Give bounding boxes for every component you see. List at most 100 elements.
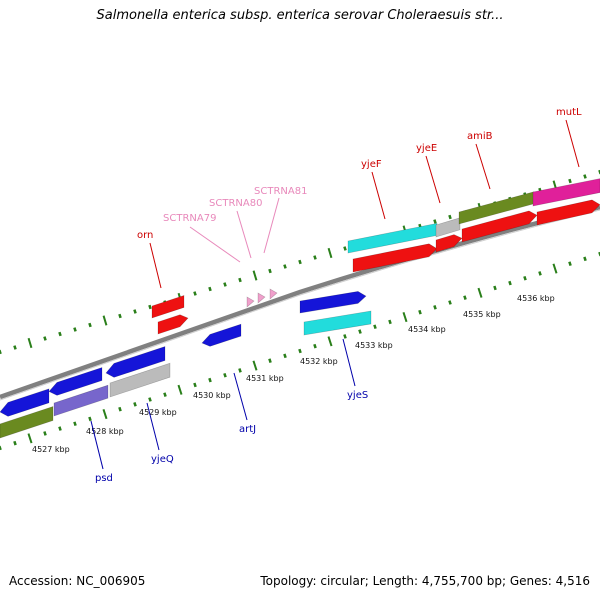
gene-left-purple[interactable] [53,384,109,417]
outer-track-tick [268,268,272,274]
gene-label-amiB[interactable]: amiB [467,131,493,142]
scale-label: 4536 kbp [517,294,555,303]
gene-amiB-arrow[interactable] [461,210,538,243]
outer-track-tick [252,270,258,281]
inner-track-tick [373,324,377,330]
gene-yjeF-arrow[interactable] [352,243,438,273]
outer-track-tick [43,336,47,341]
scale-label: 4530 kbp [193,391,231,400]
gene-yjeE-arrow[interactable] [435,234,463,253]
gene-left-blue-3[interactable] [105,346,166,378]
gene-label-artJ[interactable]: artJ [239,424,256,435]
gene-labels: orn yjeF yjeE amiB mutL SCTRNA79 SCTRNA80SCTRN… [95,107,582,484]
trna-marker[interactable] [257,292,266,304]
gene-orn-top[interactable] [151,295,185,319]
label-leader-line [371,171,386,220]
inner-track-tick [298,348,302,354]
gene-label-yjeF[interactable]: yjeF [361,159,382,170]
inner-track-tick [58,426,62,431]
outer-track-tick [102,315,108,326]
gene-label-yjeQ[interactable]: yjeQ [151,454,174,465]
gene-mutL-bar[interactable] [532,178,600,207]
outer-track-tick [58,331,62,337]
inner-track-tick [448,300,452,305]
inner-track-tick [268,358,272,363]
scale-label: 4532 kbp [300,357,338,366]
gene-artJ-arrow[interactable] [201,323,242,347]
scale-label: 4534 kbp [408,325,446,334]
inner-track-tick [358,329,362,334]
outer-track-tick [433,219,437,224]
inner-track-tick [177,384,183,395]
inner-track-tick [343,334,347,339]
outer-track-tick [118,313,122,319]
outer-track-tick [343,246,347,251]
trna-marker[interactable] [269,288,278,300]
inner-track-tick [508,280,512,286]
label-leader-line [342,338,356,387]
outer-track-tick [448,214,452,220]
genome-summary: Topology: circular; Length: 4,755,700 bp… [260,574,590,588]
inner-track-tick [133,402,137,407]
inner-track-tick [493,285,497,291]
outer-track-tick [238,277,242,283]
inner-track-tick [538,271,542,276]
label-leader-line [146,402,160,451]
gene-left-blue-1[interactable] [0,388,50,417]
gene-yjeS-bar[interactable] [303,310,372,336]
gene-mutL-arrow[interactable] [536,199,600,226]
gene-label-yjeS[interactable]: yjeS [347,390,368,401]
label-leader-line [233,372,248,421]
inner-track-tick [418,309,422,315]
gene-label-yjeE[interactable]: yjeE [416,143,437,154]
inner-track-tick [88,416,92,422]
inner-track-tick [568,261,572,266]
rna-label-SCTRNA81[interactable]: SCTRNA81 [254,186,307,197]
inner-track-tick [433,305,437,310]
outer-track-tick [313,255,317,260]
scale-label: 4535 kbp [463,310,501,319]
rna-label-SCTRNA80[interactable]: SCTRNA80 [209,198,262,209]
gene-yjeE-bar[interactable] [435,217,461,238]
inner-track-tick [477,287,483,298]
outer-track-tick [327,247,333,259]
outer-track-tick [133,309,137,314]
outer-track-tick [88,322,92,328]
rna-label-SCTRNA79[interactable]: SCTRNA79 [163,213,216,224]
gene-label-mutL[interactable]: mutL [556,107,582,118]
gene-left-olive[interactable] [0,406,54,439]
accession-label: Accession: NC_006905 [9,574,146,588]
inner-track-tick [223,372,227,378]
label-leader-line [236,210,252,259]
scale-label: 4529 kbp [139,408,177,417]
inner-track-tick [73,421,77,427]
trna-marker[interactable] [246,296,255,308]
gene-label-psd[interactable]: psd [95,473,113,484]
outer-track-tick [148,304,152,310]
scale-label: 4533 kbp [355,341,393,350]
gene-left-grey[interactable] [109,362,171,398]
inner-track-tick [327,336,333,347]
outer-track-tick [283,264,287,269]
scale-label: 4531 kbp [246,374,284,383]
gene-orn-arrow[interactable] [157,314,189,335]
outer-tick-track [0,169,600,355]
outer-track-tick [568,178,572,184]
inner-track-tick [583,256,587,262]
inner-track-tick [523,275,527,281]
outer-track-tick [193,291,197,296]
label-leader-line [475,143,491,190]
gene-label-orn[interactable]: orn [137,230,153,241]
gene-features [0,178,600,439]
outer-track-tick [73,327,77,332]
label-leader-line [425,155,441,204]
inner-track-tick [313,343,317,349]
gene-left-blue-2[interactable] [48,367,103,396]
inner-track-tick [402,311,408,323]
gene-yjeS-arrow[interactable] [299,291,367,314]
gene-label-leaders [90,119,580,470]
inner-track-tick [27,433,33,444]
inner-track-tick [463,295,467,300]
outer-track-tick [0,349,2,355]
